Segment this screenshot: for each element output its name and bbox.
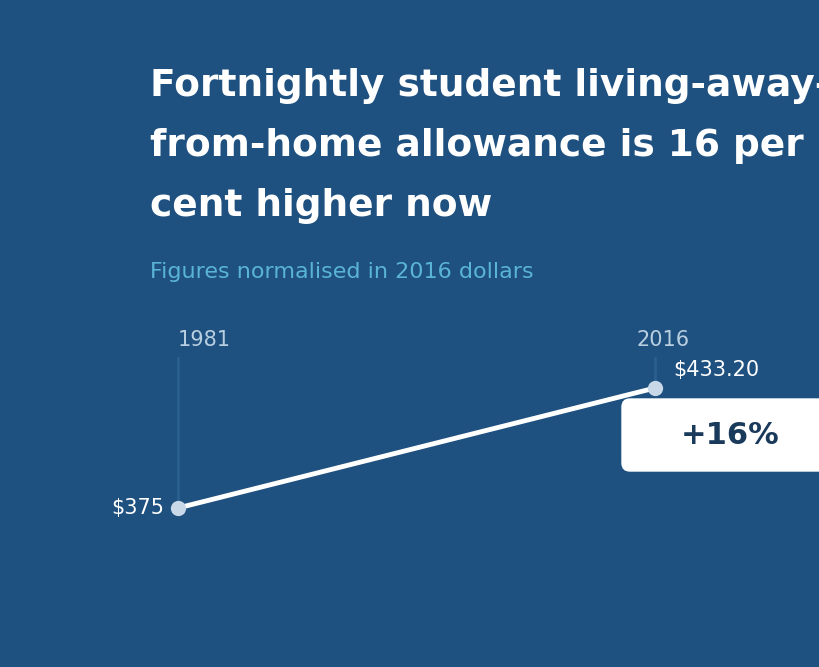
Text: 2016: 2016 bbox=[636, 330, 690, 350]
Text: cent higher now: cent higher now bbox=[150, 188, 491, 224]
Text: $375: $375 bbox=[111, 498, 164, 518]
Text: Fortnightly student living-away-: Fortnightly student living-away- bbox=[150, 68, 819, 104]
Text: 1981: 1981 bbox=[178, 330, 231, 350]
Text: +16%: +16% bbox=[680, 420, 778, 450]
Text: Figures normalised in 2016 dollars: Figures normalised in 2016 dollars bbox=[150, 262, 533, 282]
Text: from-home allowance is 16 per: from-home allowance is 16 per bbox=[150, 128, 803, 164]
Text: $433.20: $433.20 bbox=[672, 360, 758, 380]
FancyBboxPatch shape bbox=[622, 399, 819, 471]
